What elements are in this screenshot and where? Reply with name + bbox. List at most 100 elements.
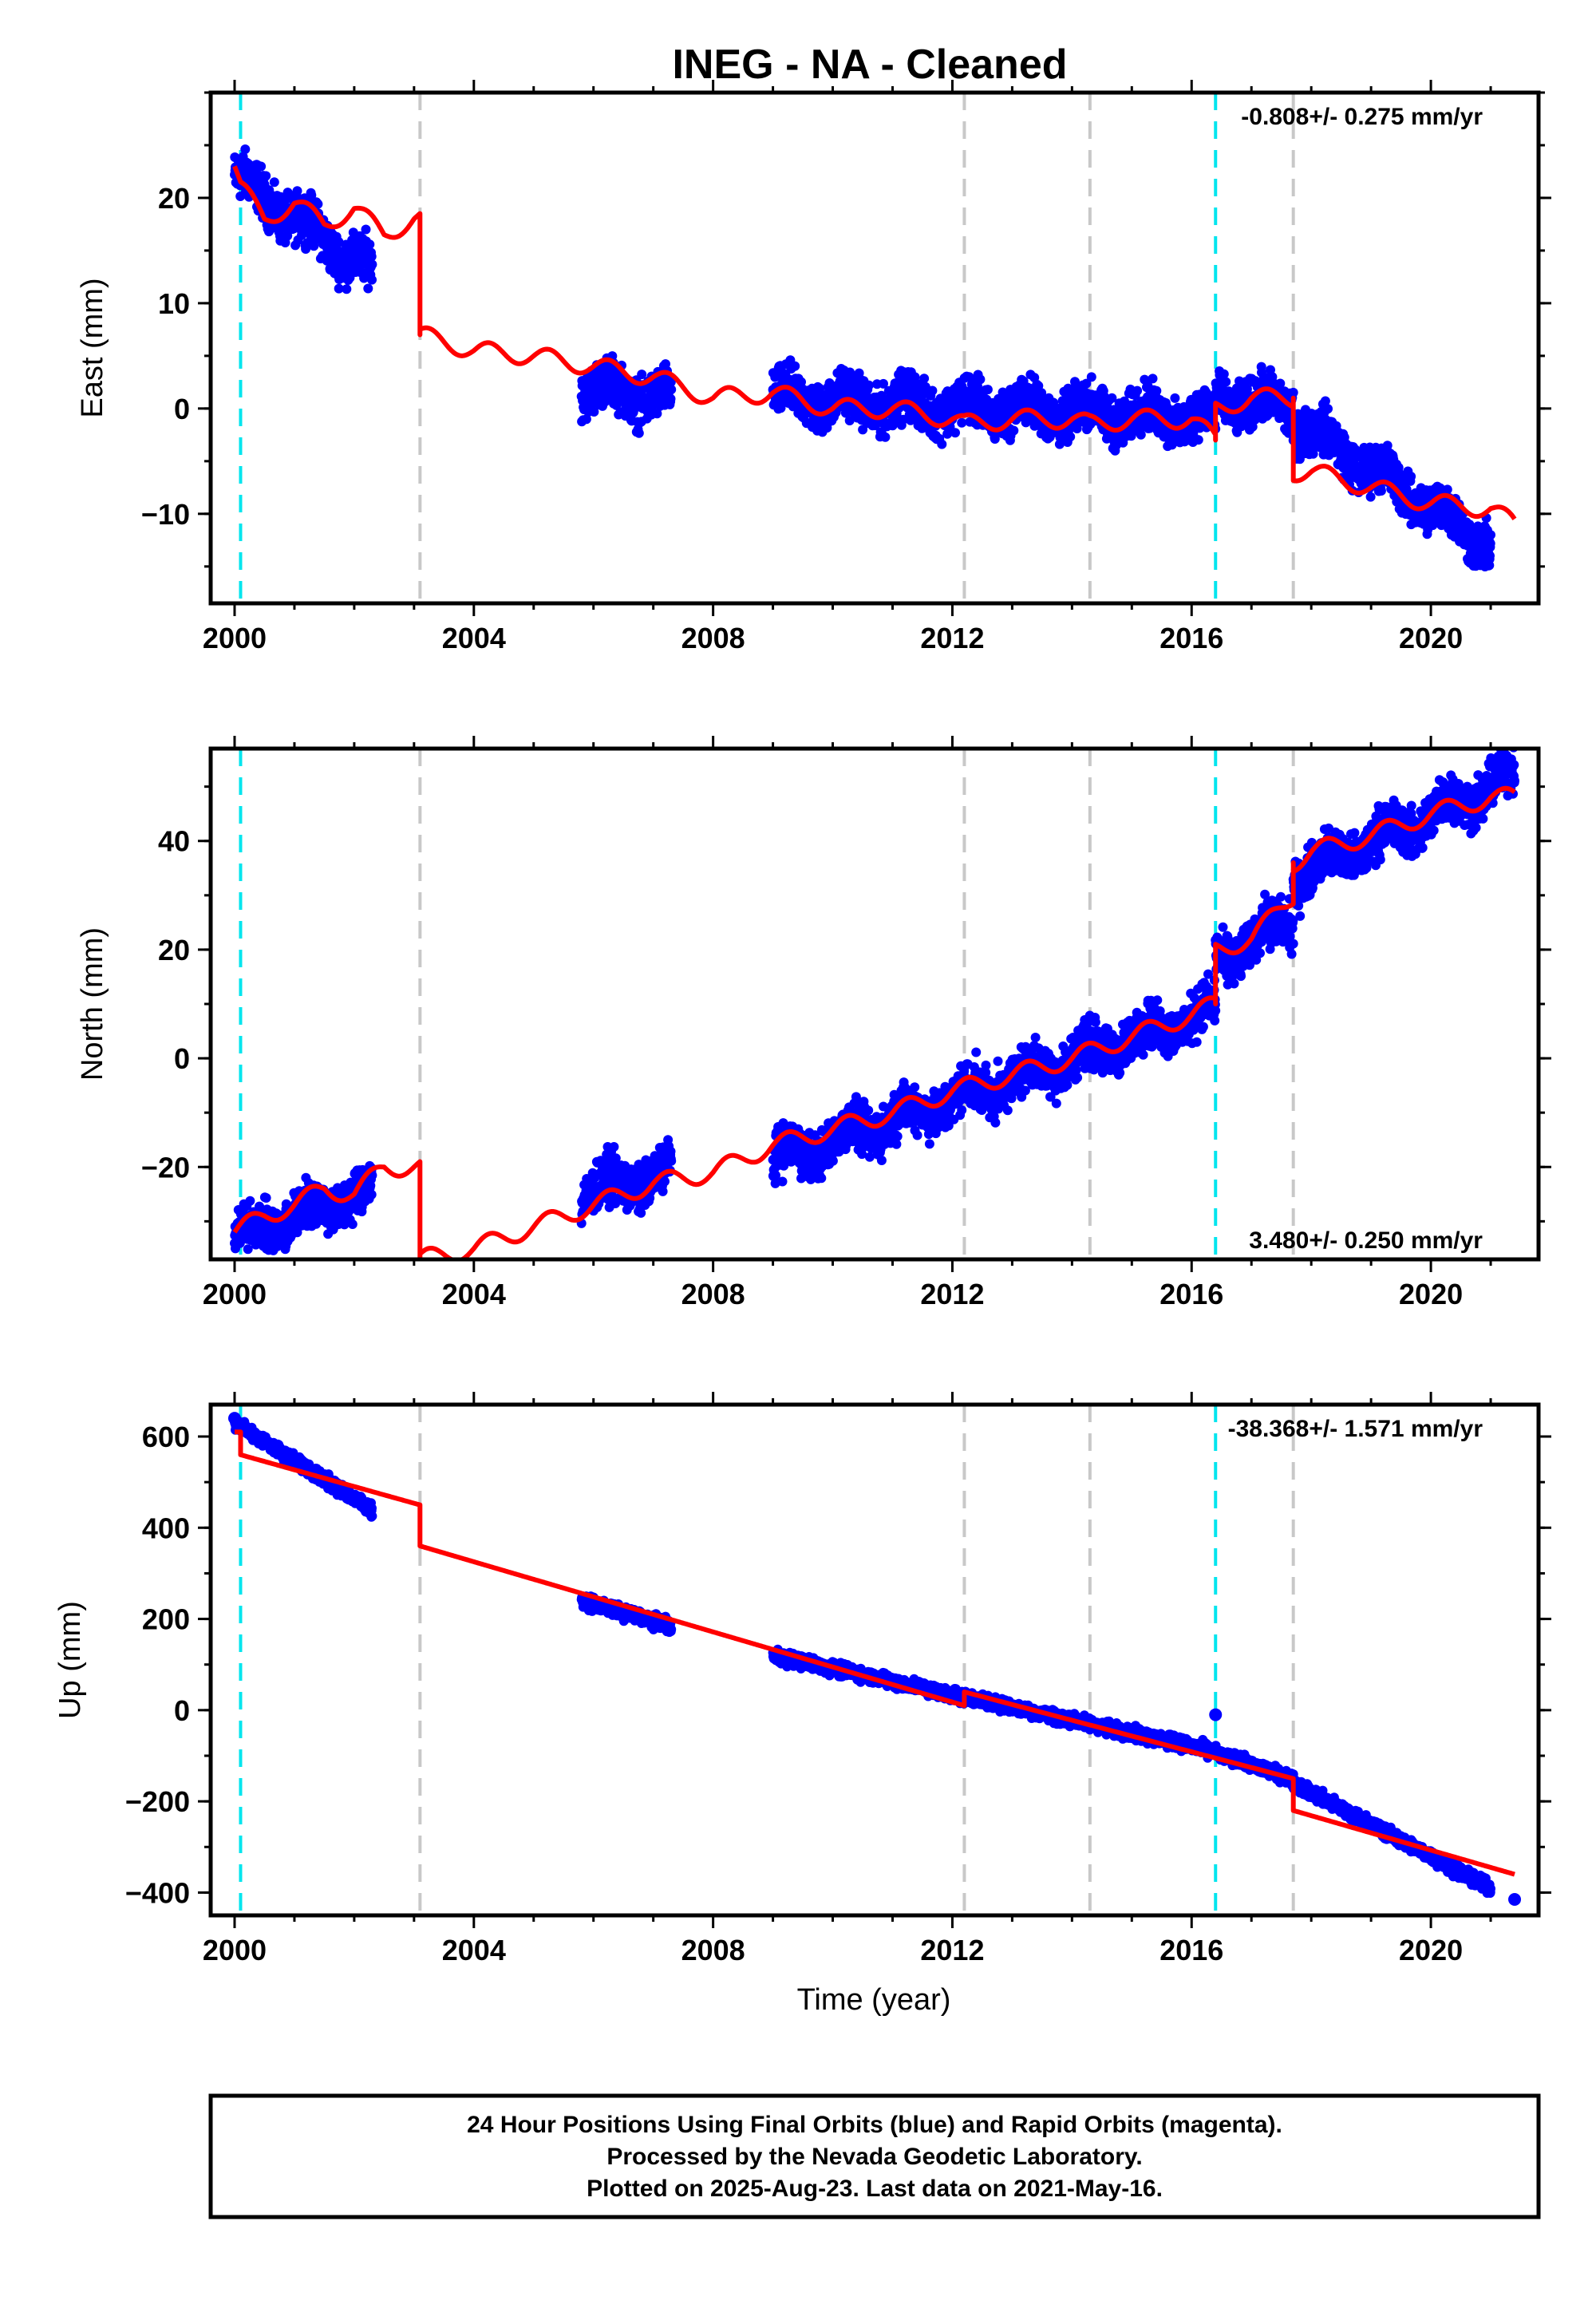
data-point [1107,393,1117,403]
x-tick-label: 2020 [1399,622,1463,654]
y-tick-label: 10 [158,287,190,320]
data-point [1288,387,1298,397]
data-point [950,428,960,438]
data-point [658,1186,668,1196]
data-point [777,1176,788,1187]
data-point [589,407,599,417]
data-point [912,1130,922,1140]
data-point [957,417,967,428]
data-point [243,1244,253,1255]
data-point [1152,385,1162,396]
data-point [1009,425,1019,436]
x-tick-label: 2000 [203,622,267,654]
data-point [824,378,835,388]
data-point [666,385,677,395]
data-point [1049,397,1059,408]
data-point [1167,440,1177,450]
data-point [1320,396,1330,406]
data-point [1081,378,1092,389]
x-tick-label: 2004 [442,622,506,654]
data-point [347,1219,358,1229]
data-point [863,1105,874,1116]
data-point [879,378,888,389]
data-point [365,239,375,250]
data-point [609,1142,619,1152]
data-point [1323,404,1333,414]
data-point [245,1196,255,1206]
data-point [282,231,293,241]
data-point [366,1189,377,1199]
data-point [828,1156,838,1166]
y-tick-label: −10 [141,498,190,531]
data-point [1219,369,1229,379]
data-point [910,1082,920,1093]
data-point [880,432,891,442]
panels: 2000 2004 2008 2012 2016 2020 −10 0 10 20 East (mm… [53,80,1551,1966]
data-point [790,361,800,371]
data-point [610,1199,621,1208]
data-point [1132,385,1143,396]
data-point [1365,492,1376,502]
data-point [634,428,644,438]
data-points-segment [576,1135,677,1228]
y-tick-label: 0 [174,393,190,425]
x-tick-label: 2012 [920,622,984,654]
data-point [342,284,352,294]
data-point [306,190,317,200]
data-point [261,1193,271,1203]
rate-annotation: -0.808+/- 0.275 mm/yr [1241,104,1483,130]
plot-area [230,749,1519,1259]
data-point [666,377,676,387]
data-point [1072,424,1082,433]
data-point [660,1176,670,1187]
data-point [366,251,377,262]
data-point [1376,486,1386,496]
data-points-segment [230,1160,377,1255]
data-point [610,1153,621,1164]
data-point [666,1146,676,1156]
data-point [975,374,986,385]
data-point [367,259,377,270]
data-point [256,161,267,172]
data-point [1242,384,1252,394]
data-point [334,237,344,247]
data-point [1086,372,1096,382]
data-point [919,373,930,384]
data-point [982,385,993,395]
data-point [1037,388,1047,398]
data-point [1308,449,1318,459]
data-point [796,377,806,387]
data-point [816,1173,827,1184]
data-point [1221,377,1231,387]
data-point [851,1092,861,1102]
data-point [666,393,676,404]
data-point [1486,530,1495,540]
data-point [636,1207,646,1218]
data-point [581,414,591,425]
data-point [1065,432,1076,442]
data-point [1275,378,1286,389]
data-point [1148,373,1158,384]
data-points-segment [230,144,377,294]
data-point [937,439,947,449]
x-tick-label: 2016 [1159,622,1223,654]
data-point [261,171,271,181]
data-point [240,144,251,154]
data-point [927,385,938,396]
y-tick-label: 20 [158,182,190,215]
data-points-segment [576,351,677,438]
plot-frame [208,90,1541,606]
data-point [1136,429,1146,440]
y-axis-label: East (mm) [76,278,109,417]
data-point [1382,441,1393,451]
data-point [666,1156,677,1166]
chart-title: INEG - NA - Cleaned [672,41,1067,88]
data-point [974,385,983,396]
x-tick-label: 2008 [681,622,745,654]
data-point [269,177,279,188]
data-point [1442,484,1452,495]
data-point [879,1101,888,1112]
data-point [1485,551,1495,561]
